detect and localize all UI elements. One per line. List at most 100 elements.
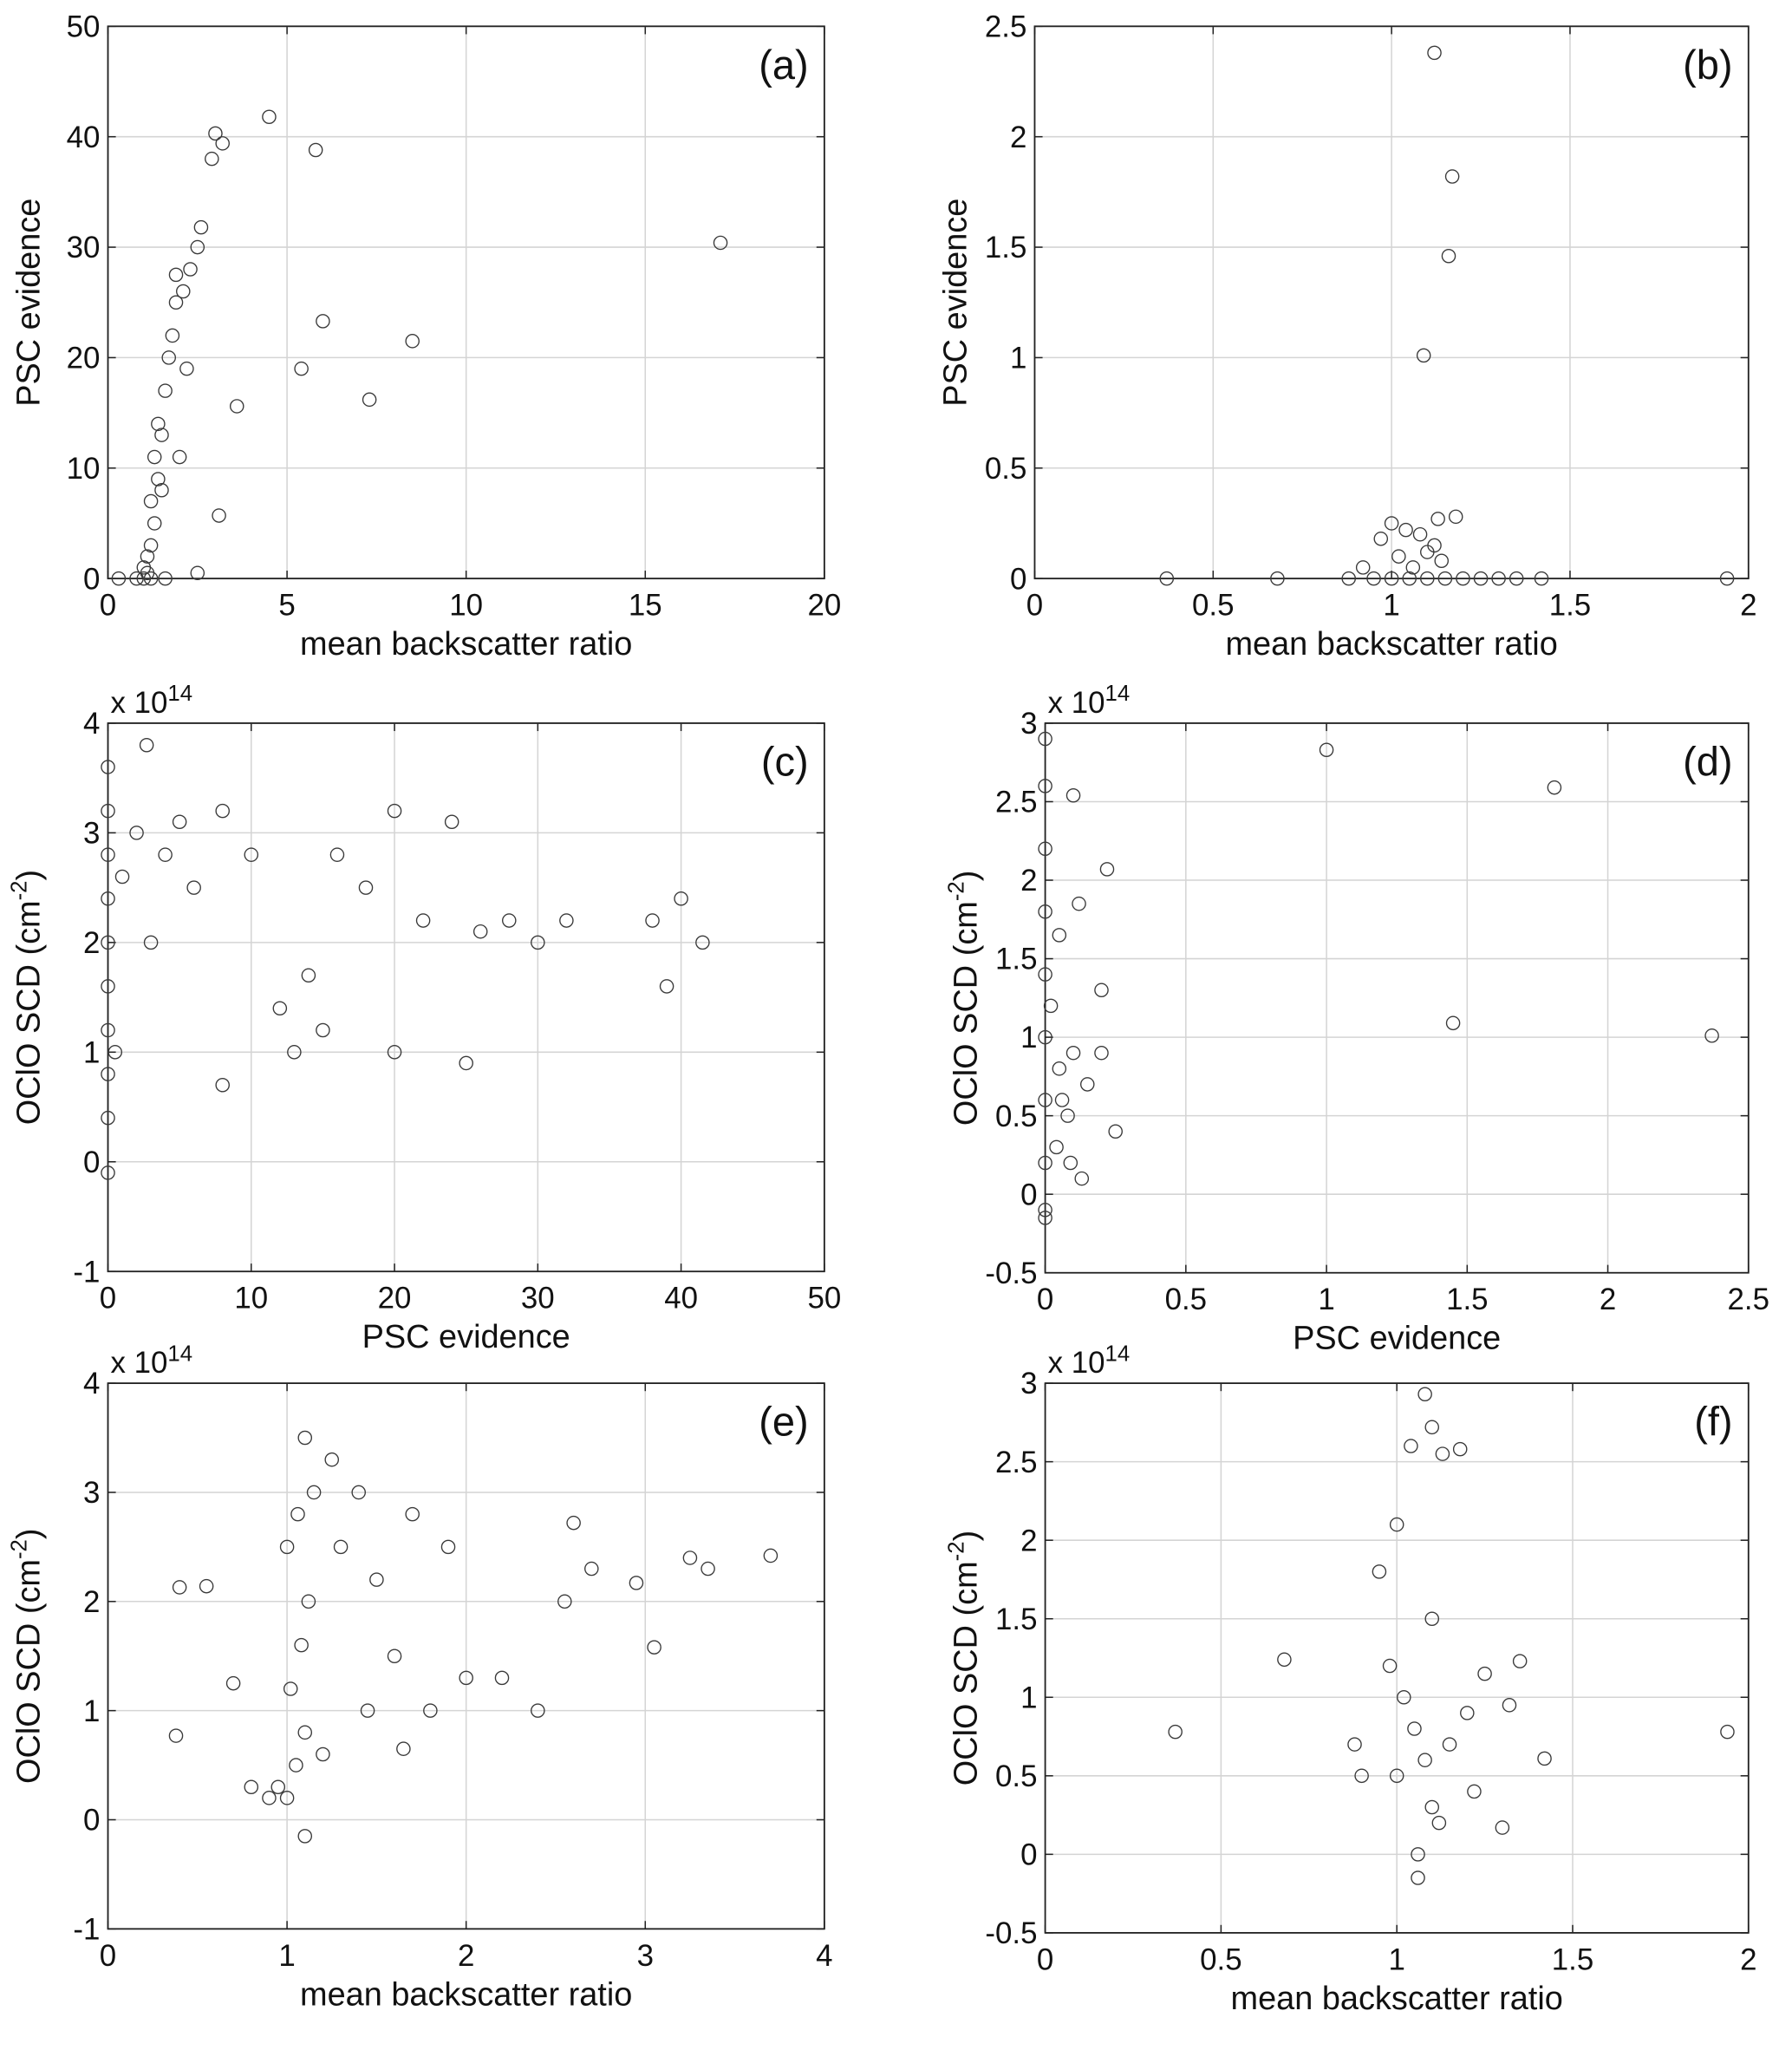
x-tick-label: 1.5 bbox=[1549, 589, 1591, 623]
point bbox=[1424, 1420, 1440, 1435]
point bbox=[151, 416, 166, 432]
point bbox=[172, 1580, 187, 1595]
point bbox=[212, 508, 226, 523]
y-axis-label-text: PSC evidence bbox=[938, 199, 974, 407]
point bbox=[559, 913, 574, 928]
point bbox=[215, 803, 230, 819]
point bbox=[695, 935, 710, 950]
x-tick-label: 2.5 bbox=[1728, 1283, 1769, 1316]
y-multiplier-base: x 10 bbox=[111, 686, 168, 720]
point bbox=[1038, 1211, 1052, 1225]
point bbox=[1502, 1698, 1517, 1713]
x-tick-label: 2 bbox=[1600, 1283, 1616, 1316]
point bbox=[713, 235, 728, 251]
y-tick-label: 4 bbox=[83, 707, 100, 741]
point bbox=[316, 1746, 330, 1762]
point bbox=[1704, 1028, 1719, 1043]
point bbox=[494, 1670, 510, 1686]
point bbox=[1404, 1439, 1418, 1453]
point bbox=[387, 803, 402, 819]
point bbox=[1452, 1441, 1468, 1457]
point bbox=[1074, 1171, 1090, 1186]
point bbox=[101, 1067, 115, 1081]
point bbox=[151, 472, 166, 486]
point bbox=[1389, 1768, 1404, 1784]
point bbox=[270, 1779, 286, 1795]
point bbox=[205, 151, 219, 166]
y-tick-label: 2.5 bbox=[995, 1446, 1037, 1479]
x-tick-label: 0 bbox=[100, 1282, 116, 1315]
point bbox=[502, 913, 517, 928]
point bbox=[225, 1675, 241, 1691]
point bbox=[179, 361, 194, 376]
x-tick-label: 10 bbox=[449, 589, 483, 623]
x-tick-label: 40 bbox=[664, 1282, 698, 1315]
panel-label: (d) bbox=[1683, 739, 1732, 785]
x-tick-label: 4 bbox=[816, 1939, 832, 1973]
point bbox=[1412, 526, 1428, 542]
y-tick-label: 2.5 bbox=[985, 10, 1026, 43]
point bbox=[647, 1640, 661, 1655]
point bbox=[659, 979, 674, 994]
point bbox=[472, 924, 488, 939]
x-tick-label: 0 bbox=[1037, 1942, 1053, 1976]
point bbox=[1277, 1652, 1292, 1668]
point bbox=[215, 1077, 230, 1093]
y-axis-label-text: PSC evidence bbox=[11, 199, 48, 407]
point bbox=[101, 891, 115, 906]
point bbox=[1384, 516, 1399, 531]
x-tick-label: 1 bbox=[1388, 1942, 1404, 1976]
x-tick-label: 0 bbox=[100, 1939, 116, 1973]
point bbox=[674, 891, 688, 906]
point bbox=[557, 1594, 572, 1609]
point bbox=[154, 482, 169, 498]
y-tick-label: 1.5 bbox=[985, 231, 1026, 264]
y-tick-label: 2 bbox=[1020, 1524, 1037, 1557]
point bbox=[531, 1703, 545, 1718]
point bbox=[444, 814, 459, 830]
x-tick-label: 1 bbox=[1318, 1283, 1334, 1316]
point bbox=[584, 1561, 599, 1577]
point bbox=[176, 284, 191, 299]
y-multiplier-exp: 14 bbox=[167, 1342, 192, 1366]
point bbox=[1094, 1045, 1109, 1061]
point bbox=[208, 126, 223, 141]
y-axis-label-text: OClO SCD (cm bbox=[948, 1561, 985, 1786]
axes-frame bbox=[1044, 722, 1750, 1274]
point bbox=[405, 1506, 420, 1522]
point bbox=[763, 1548, 779, 1564]
point bbox=[1444, 169, 1460, 184]
point bbox=[1460, 1706, 1475, 1720]
point bbox=[369, 1572, 384, 1587]
point bbox=[111, 571, 127, 586]
point bbox=[1442, 1737, 1457, 1752]
point bbox=[1382, 1658, 1398, 1674]
point bbox=[351, 1485, 366, 1500]
point bbox=[396, 1741, 411, 1756]
y-tick-label: 2.5 bbox=[995, 786, 1037, 819]
y-axis-label-end: ) bbox=[11, 870, 48, 881]
point bbox=[165, 328, 180, 343]
point bbox=[139, 737, 154, 753]
y-tick-label: 3 bbox=[1020, 707, 1037, 741]
point bbox=[1094, 983, 1109, 998]
x-tick-label: 50 bbox=[807, 1282, 841, 1315]
y-tick-label: 3 bbox=[1020, 1367, 1037, 1400]
point bbox=[114, 869, 130, 885]
y-tick-label: 0.5 bbox=[985, 452, 1026, 486]
point bbox=[1347, 1737, 1362, 1752]
point bbox=[1537, 1751, 1552, 1766]
x-axis-label: mean backscatter ratio bbox=[300, 1976, 632, 2013]
point bbox=[1435, 1446, 1450, 1461]
point bbox=[1424, 1611, 1440, 1626]
point bbox=[1456, 571, 1470, 586]
y-tick-label: 2 bbox=[1020, 864, 1037, 898]
point bbox=[1430, 512, 1445, 526]
point bbox=[1038, 779, 1052, 793]
y-tick-label: 0 bbox=[83, 562, 100, 596]
y-tick-label: 3 bbox=[83, 1476, 100, 1510]
point bbox=[244, 1779, 259, 1795]
point bbox=[190, 565, 205, 581]
point bbox=[136, 560, 152, 575]
